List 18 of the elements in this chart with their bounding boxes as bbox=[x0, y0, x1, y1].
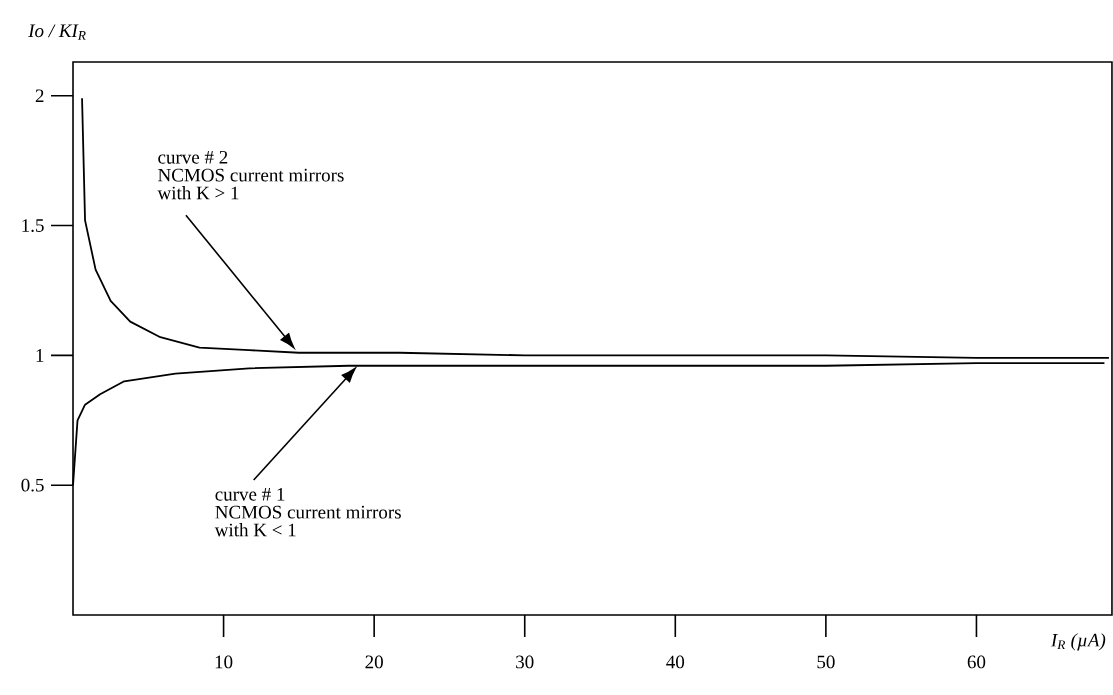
annotation: curve # 2 bbox=[158, 150, 228, 164]
x-axis-title: I$_{R}$ (µA) bbox=[1050, 633, 1106, 651]
x-tick-label: 50 bbox=[817, 655, 835, 669]
y-tick-label: 1 bbox=[36, 349, 44, 362]
x-tick-label: 10 bbox=[215, 655, 233, 669]
y-tick-label: 2 bbox=[35, 89, 44, 103]
annotation: curve # 1 bbox=[215, 487, 285, 501]
x-tick-label: 30 bbox=[516, 655, 534, 669]
annotation: NCMOS current mirrors bbox=[215, 505, 401, 519]
x-tick-label: 40 bbox=[666, 655, 685, 669]
y-axis-title: Io / KI$_{R}$ bbox=[28, 24, 86, 40]
annotation: with K < 1 bbox=[214, 523, 296, 537]
y-tick-label: 1.5 bbox=[22, 219, 44, 232]
y-tick-label: 0.5 bbox=[21, 478, 44, 492]
x-tick-label: 20 bbox=[365, 655, 383, 669]
x-tick-label: 60 bbox=[967, 655, 986, 669]
annotation: with K > 1 bbox=[157, 186, 239, 200]
annotation: NCMOS current mirrors bbox=[158, 168, 344, 182]
